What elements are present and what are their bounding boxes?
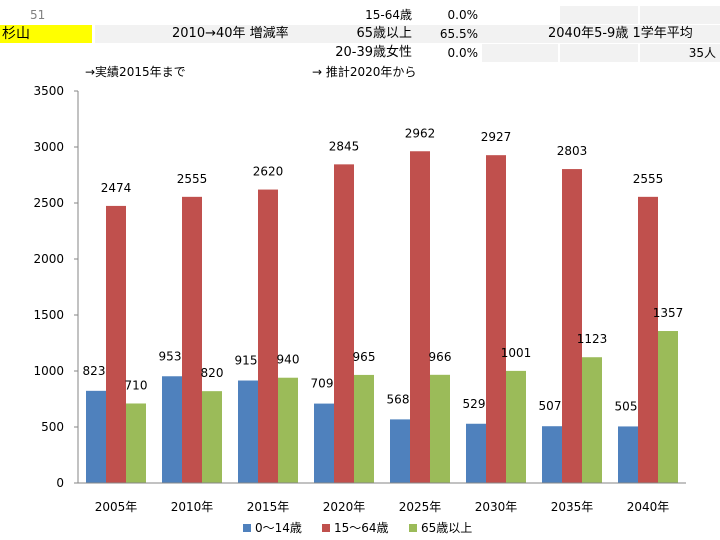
y-tick-label: 1500 <box>33 308 64 322</box>
header-cell-blank-2 <box>640 6 720 24</box>
data-label: 710 <box>125 378 148 392</box>
bar <box>126 403 146 483</box>
change-label: 2010→40年 増減率 <box>172 26 289 41</box>
y-tick-label: 0 <box>56 476 64 490</box>
note-projected: → 推計2020年から <box>312 65 417 79</box>
data-label: 820 <box>201 366 224 380</box>
x-tick-label: 2010年 <box>171 500 214 514</box>
legend-swatch <box>322 524 330 532</box>
bar <box>354 374 374 483</box>
x-tick-label: 2040年 <box>627 500 670 514</box>
y-tick-label: 2500 <box>33 196 64 210</box>
bars <box>86 151 678 484</box>
header-cell-blank-1 <box>560 6 638 24</box>
bar <box>162 376 182 483</box>
bar <box>314 403 334 483</box>
data-label: 2620 <box>253 165 284 179</box>
data-label: 915 <box>235 354 258 368</box>
bar <box>202 391 222 483</box>
legend-label: 65歳以上 <box>421 521 472 535</box>
data-label: 2962 <box>405 126 436 140</box>
bar <box>86 390 106 483</box>
legend-label: 15～64歳 <box>334 521 389 535</box>
row-number: 51 <box>30 8 46 22</box>
header-row1-bg <box>0 6 720 24</box>
bar <box>430 374 450 483</box>
x-tick-label: 2015年 <box>247 500 290 514</box>
age-row-value-2: 65.5% <box>439 27 478 41</box>
note-actual: →実績2015年まで <box>85 65 186 79</box>
header-cell-blank-5 <box>640 44 720 62</box>
data-label: 1357 <box>653 306 684 320</box>
x-tick-label: 2025年 <box>399 500 442 514</box>
area-name: 杉山 <box>0 25 92 43</box>
x-tick-label: 2005年 <box>95 500 138 514</box>
data-label: 1123 <box>577 332 608 346</box>
bar <box>106 205 126 484</box>
data-label: 1001 <box>501 346 532 360</box>
bar <box>410 151 430 484</box>
age-row-label-3: 20-39歳女性 <box>335 45 412 60</box>
age-row-value-1: 0.0% <box>447 8 479 22</box>
header-cell-blank-3 <box>482 44 558 62</box>
bar <box>618 426 638 483</box>
bar <box>582 357 602 483</box>
data-label: 709 <box>311 377 334 391</box>
x-tick-label: 2020年 <box>323 500 366 514</box>
y-tick-label: 3500 <box>33 84 64 98</box>
age-row-value-3: 0.0% <box>447 46 479 60</box>
bar <box>542 426 562 483</box>
x-tick-label: 2035年 <box>551 500 594 514</box>
data-label: 966 <box>429 350 452 364</box>
y-tick-label: 1000 <box>33 364 64 378</box>
age-row-label-2: 65歳以上 <box>356 26 412 41</box>
bar <box>658 331 678 483</box>
legend-label: 0～14歳 <box>255 521 302 535</box>
age-row-label-1: 15-64歳 <box>365 8 412 22</box>
y-tick-label: 500 <box>41 420 64 434</box>
data-label: 568 <box>387 392 410 406</box>
data-labels: 823 2474 710 953 2555 820 915 2620 940 709 2845 965… <box>83 126 684 413</box>
school-label: 2040年5-9歳 1学年平均 <box>548 26 693 41</box>
data-label: 940 <box>277 353 300 367</box>
data-label: 2474 <box>101 181 132 195</box>
bar <box>390 419 410 483</box>
data-label: 507 <box>539 399 562 413</box>
bar <box>278 377 298 483</box>
bar <box>562 169 582 483</box>
data-label: 505 <box>615 399 638 413</box>
data-label: 965 <box>353 350 376 364</box>
data-label: 2803 <box>557 144 588 158</box>
header-cell-blank-4 <box>560 44 638 62</box>
y-tick-label: 2000 <box>33 252 64 266</box>
legend: 0～14歳 15～64歳 65歳以上 <box>243 521 472 535</box>
bar <box>238 380 258 483</box>
x-tick-label: 2030年 <box>475 500 518 514</box>
bar <box>486 155 506 483</box>
x-axis: 2005年 2010年 2015年 2020年 2025年 2030年 2035年 2040年 <box>78 482 686 514</box>
data-label: 2555 <box>177 172 208 186</box>
legend-swatch <box>243 524 251 532</box>
y-axis: 0 500 1000 1500 2000 2500 3000 3500 <box>33 84 79 490</box>
bar <box>334 164 354 484</box>
data-label: 953 <box>159 349 182 363</box>
bar <box>182 196 202 483</box>
data-label: 823 <box>83 364 106 378</box>
data-label: 2555 <box>633 172 664 186</box>
data-label: 529 <box>463 397 486 411</box>
legend-swatch <box>409 524 417 532</box>
y-tick-label: 3000 <box>33 140 64 154</box>
bar <box>638 196 658 483</box>
header-row2-bg <box>95 25 720 43</box>
data-label: 2927 <box>481 130 512 144</box>
bar <box>506 370 526 483</box>
data-label: 2845 <box>329 139 360 153</box>
bar <box>258 189 278 483</box>
school-value: 35人 <box>688 46 716 60</box>
bar <box>466 423 486 483</box>
